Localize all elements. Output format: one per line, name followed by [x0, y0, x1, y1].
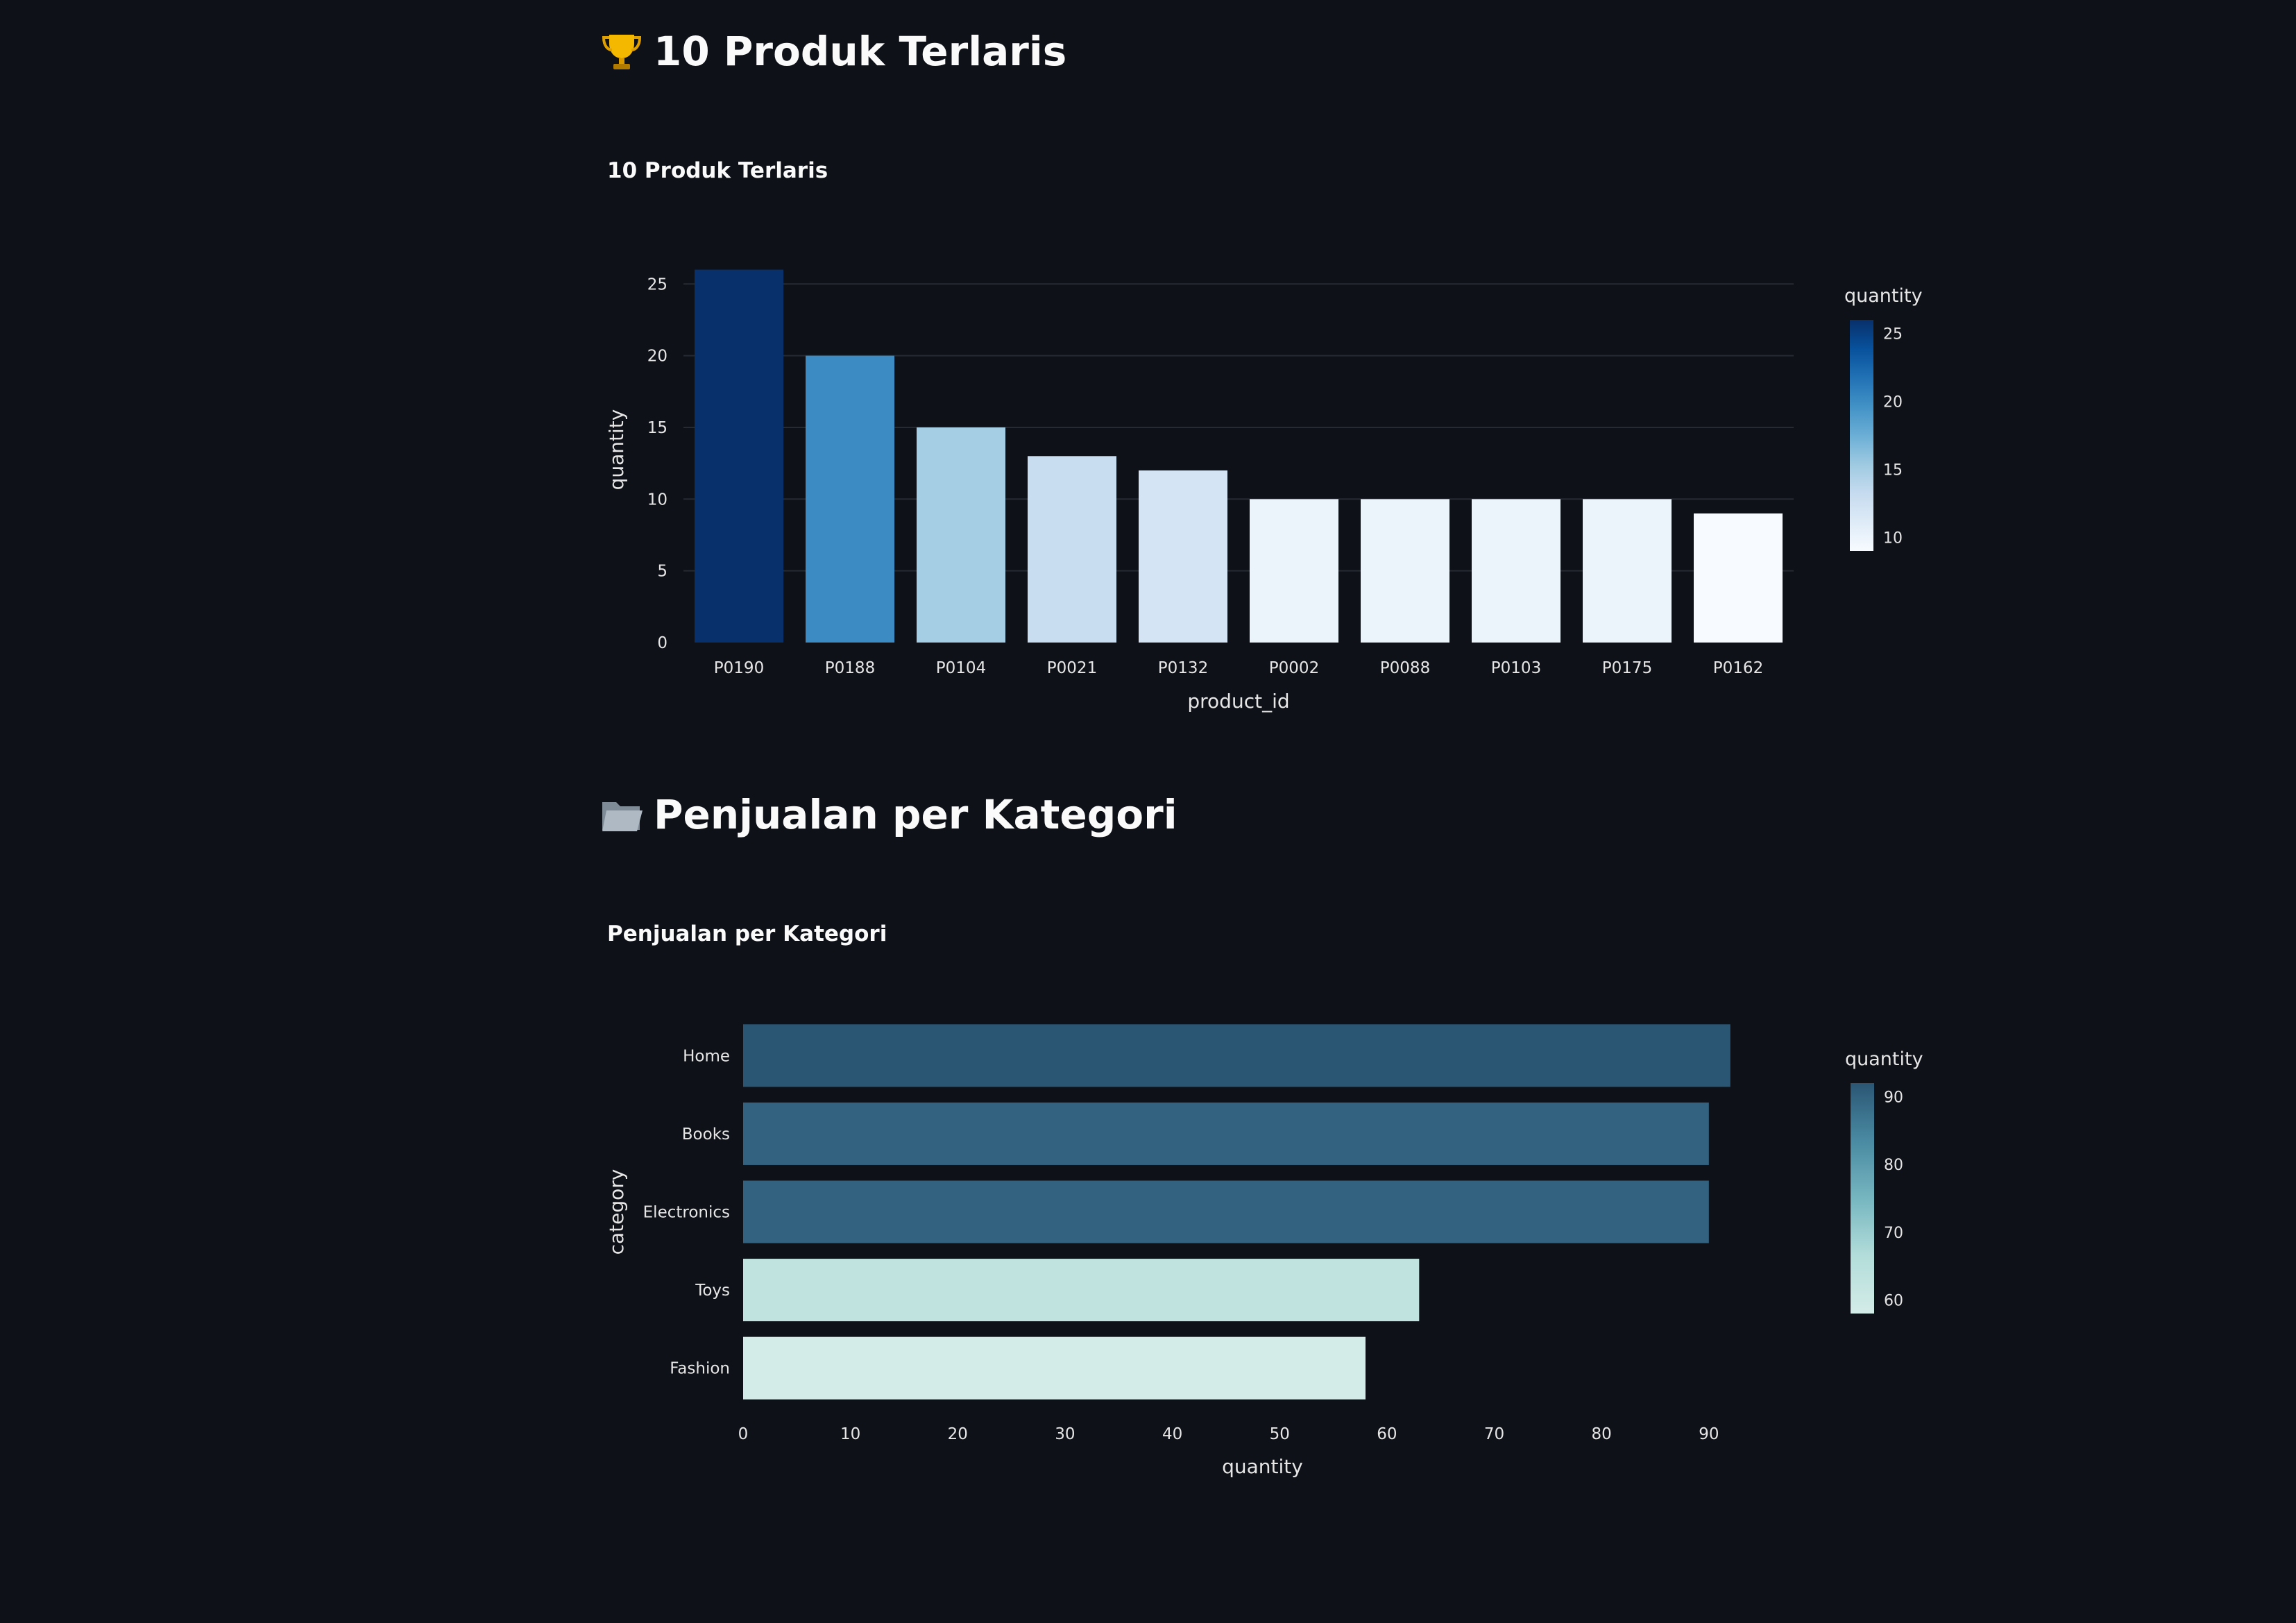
colorbar-tick-label: 70	[1884, 1225, 1903, 1242]
x-tick-label: P0088	[1380, 659, 1430, 677]
colorbar-tick-label: 80	[1884, 1157, 1903, 1174]
y-tick-label: 0	[657, 634, 667, 652]
y-tick-label: 10	[647, 491, 667, 509]
x-axis-label: quantity	[1222, 1455, 1303, 1478]
x-tick-label: 40	[1162, 1425, 1182, 1443]
x-tick-label: 20	[948, 1425, 968, 1443]
x-tick-label: 30	[1055, 1425, 1075, 1443]
colorbar-tick-label: 60	[1884, 1292, 1903, 1309]
colorbar	[1851, 1083, 1874, 1314]
y-tick-label: Toys	[695, 1282, 730, 1300]
x-tick-label: 90	[1699, 1425, 1719, 1443]
colorbar-tick-label: 20	[1883, 394, 1903, 411]
y-tick-label: 25	[647, 275, 667, 294]
bar	[695, 269, 783, 643]
y-tick-label: 15	[647, 419, 667, 437]
trophy-icon	[602, 35, 642, 69]
section-header-top-products: 10 Produk Terlaris	[599, 28, 1066, 75]
x-tick-label: P0175	[1602, 659, 1652, 677]
y-tick-label: Home	[683, 1047, 730, 1065]
bar	[743, 1102, 1709, 1165]
bar	[1694, 513, 1783, 643]
section-header-text: Penjualan per Kategori	[654, 791, 1177, 838]
bar	[806, 355, 894, 643]
bar	[1583, 499, 1672, 643]
y-tick-label: Electronics	[643, 1204, 730, 1222]
x-tick-label: P0104	[936, 659, 986, 677]
x-tick-label: P0162	[1713, 659, 1763, 677]
bar	[743, 1024, 1730, 1087]
y-axis-label: category	[605, 1169, 628, 1255]
y-tick-label: 5	[657, 563, 667, 581]
x-tick-label: 50	[1270, 1425, 1290, 1443]
bar	[1250, 499, 1338, 643]
colorbar-title: quantity	[1844, 285, 1923, 307]
x-tick-label: 0	[738, 1425, 749, 1443]
bar	[1139, 470, 1227, 643]
x-tick-label: 70	[1484, 1425, 1504, 1443]
colorbar	[1850, 320, 1873, 551]
section-header-text: 10 Produk Terlaris	[654, 28, 1067, 75]
colorbar-tick-label: 90	[1884, 1089, 1903, 1107]
bar	[743, 1336, 1366, 1400]
colorbar-tick-label: 10	[1883, 529, 1903, 547]
bar-chart-top-products: 0 5 10 15 20 25 P0190 P0188 P0104 P0021 P0132 P0002…	[605, 269, 1923, 713]
hbar-chart-category-sales: Home Books Electronics Toys Fashion 0 10 20 30 40…	[605, 1024, 1923, 1478]
x-tick-label: P0188	[825, 659, 875, 677]
colorbar-tick-label: 15	[1883, 461, 1903, 479]
bar	[917, 427, 1005, 643]
x-tick-label: P0103	[1491, 659, 1541, 677]
y-tick-label: Books	[682, 1125, 730, 1144]
chart-title: Penjualan per Kategori	[607, 921, 887, 946]
y-tick-label: Fashion	[670, 1360, 730, 1378]
x-tick-label: P0002	[1269, 659, 1319, 677]
bar	[743, 1180, 1709, 1243]
y-axis-label: quantity	[605, 409, 628, 491]
x-axis-label: product_id	[1187, 690, 1289, 713]
x-tick-label: P0132	[1158, 659, 1208, 677]
folder-icon	[602, 802, 643, 831]
x-tick-label: 60	[1377, 1425, 1397, 1443]
x-tick-label: 10	[840, 1425, 860, 1443]
x-tick-label: P0021	[1047, 659, 1097, 677]
bar	[1472, 499, 1561, 643]
y-tick-label: 20	[647, 348, 667, 366]
colorbar-tick-label: 25	[1883, 326, 1903, 343]
bar	[1361, 499, 1449, 643]
colorbar-title: quantity	[1845, 1048, 1923, 1070]
bar	[743, 1259, 1420, 1322]
bar	[1028, 456, 1116, 643]
chart-title: 10 Produk Terlaris	[607, 158, 828, 183]
section-header-category-sales: Penjualan per Kategori	[599, 791, 1177, 838]
x-tick-label: P0190	[714, 659, 764, 677]
x-tick-label: 80	[1592, 1425, 1612, 1443]
